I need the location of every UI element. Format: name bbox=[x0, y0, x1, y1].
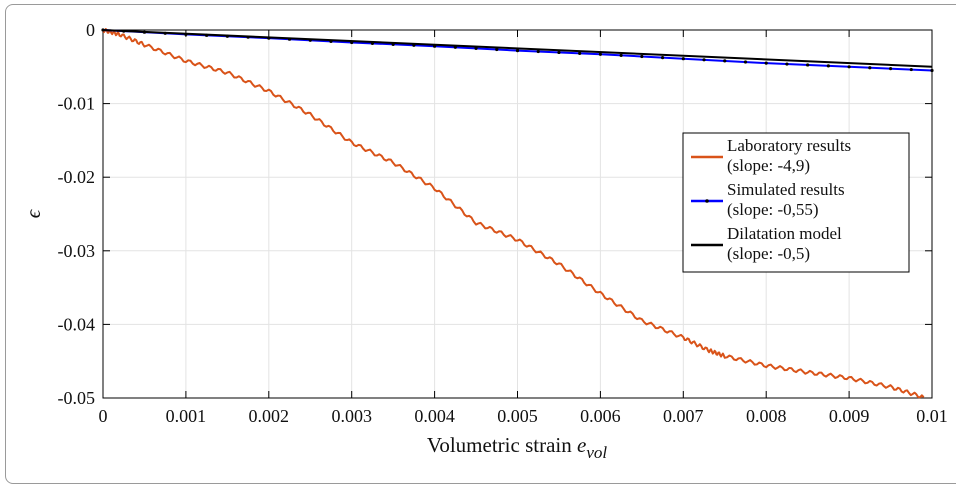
y-tick-label: -0.02 bbox=[58, 167, 96, 187]
legend-label-1: Laboratory results bbox=[727, 136, 851, 155]
legend-label-2: Simulated results bbox=[727, 180, 845, 199]
series-marker-2 bbox=[495, 47, 499, 52]
y-tick-label: -0.04 bbox=[58, 314, 96, 334]
x-tick-label: 0.006 bbox=[580, 406, 621, 426]
line-chart: 0 0.001 0.002 0.003 0.004 0.005 0.006 0.007 0.00… bbox=[21, 20, 948, 462]
x-tick-label: 0.002 bbox=[249, 406, 290, 426]
series-marker-2 bbox=[474, 46, 478, 51]
x-tick-label: 0.007 bbox=[663, 406, 704, 426]
series-marker-2 bbox=[847, 65, 851, 69]
series-marker-2 bbox=[826, 64, 830, 68]
series-marker-2 bbox=[681, 57, 685, 61]
series-marker-2 bbox=[536, 49, 540, 54]
legend-slope-3: (slope: -0,5) bbox=[727, 244, 810, 263]
x-axis-label: Volumetric strain evol bbox=[427, 433, 607, 462]
x-tick-label: 0.001 bbox=[166, 406, 207, 426]
x-tick-label: 0.003 bbox=[331, 406, 372, 426]
legend-slope-1: (slope: -4,9) bbox=[727, 156, 810, 175]
x-tick-label: 0.01 bbox=[916, 406, 948, 426]
y-axis-label: ϵ bbox=[21, 208, 45, 218]
series-marker-2 bbox=[640, 54, 644, 59]
x-tick-label: 0.004 bbox=[414, 406, 455, 426]
series-marker-2 bbox=[764, 61, 768, 65]
series-marker-2 bbox=[702, 58, 706, 62]
y-tick-label: -0.03 bbox=[58, 241, 96, 261]
series-marker-2 bbox=[930, 68, 934, 73]
y-tick-label: -0.05 bbox=[58, 388, 96, 408]
series-marker-2 bbox=[578, 51, 582, 55]
series-group bbox=[101, 28, 934, 399]
series-marker-2 bbox=[557, 50, 561, 55]
series-marker-2 bbox=[598, 52, 603, 56]
series-marker-2 bbox=[785, 62, 789, 66]
y-tick-label: 0 bbox=[86, 20, 95, 40]
series-marker-2 bbox=[619, 53, 623, 57]
series-marker-2 bbox=[868, 66, 872, 70]
legend-label-3: Dilatation model bbox=[727, 224, 842, 243]
x-tick-label: 0 bbox=[99, 406, 108, 426]
x-axis-label-sub: vol bbox=[586, 443, 607, 462]
legend: Laboratory results(slope: -4,9) Simulated… bbox=[682, 132, 910, 273]
y-tick-label: -0.01 bbox=[58, 94, 96, 114]
series-marker-2 bbox=[515, 49, 520, 53]
x-axis-label-var: e bbox=[577, 433, 586, 457]
x-tick-label: 0.009 bbox=[829, 406, 870, 426]
series-marker-2 bbox=[723, 59, 727, 63]
series-marker-2 bbox=[806, 63, 810, 67]
y-axis-ticks: 0 -0.01 -0.02 -0.03 -0.04 -0.05 bbox=[58, 20, 932, 408]
series-line-3 bbox=[102, 29, 933, 68]
legend-marker-2 bbox=[705, 199, 709, 203]
x-tick-label: 0.008 bbox=[746, 406, 787, 426]
x-axis-ticks: 0 0.001 0.002 0.003 0.004 0.005 0.006 0.007 0.00… bbox=[99, 30, 948, 426]
series-line-1 bbox=[102, 28, 925, 399]
x-axis-label-text: Volumetric strain bbox=[427, 433, 577, 457]
legend-slope-2: (slope: -0,55) bbox=[727, 200, 819, 219]
series-marker-2 bbox=[888, 67, 893, 71]
series-marker-2 bbox=[660, 56, 665, 60]
series-marker-2 bbox=[743, 60, 748, 64]
x-tick-label: 0.005 bbox=[497, 406, 538, 426]
series-marker-2 bbox=[909, 67, 913, 72]
